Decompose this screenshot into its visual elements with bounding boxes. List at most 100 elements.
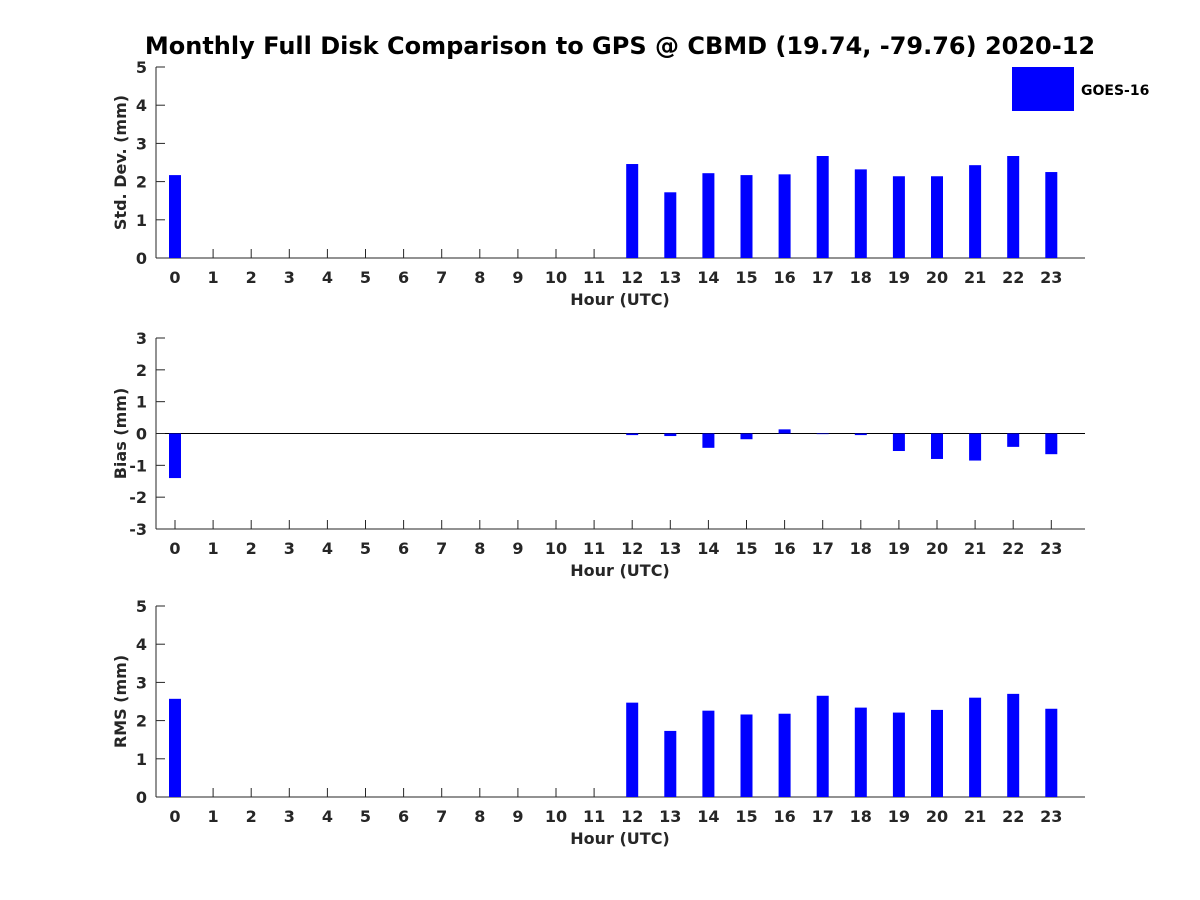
bias-x-tick-label: 3 bbox=[284, 539, 295, 558]
std-dev-x-tick-label: 11 bbox=[583, 268, 605, 287]
bias-y-tick-label: 0 bbox=[136, 425, 147, 444]
rms-x-tick-label: 11 bbox=[583, 807, 605, 826]
rms-x-tick-label: 10 bbox=[545, 807, 567, 826]
std-dev-x-tick-label: 17 bbox=[812, 268, 834, 287]
bias-bar-hour-12 bbox=[626, 433, 639, 436]
std-dev-y-axis-label: Std. Dev. (mm) bbox=[111, 95, 130, 230]
std-dev-x-tick-label: 14 bbox=[697, 268, 719, 287]
bias-x-tick-label: 16 bbox=[773, 539, 795, 558]
std-dev-y-tick-label: 0 bbox=[136, 249, 147, 268]
bias-x-tick-label: 17 bbox=[812, 539, 834, 558]
std-dev-x-tick-label: 23 bbox=[1040, 268, 1062, 287]
rms-bar-hour-19 bbox=[892, 712, 905, 797]
bias-x-tick-label: 2 bbox=[246, 539, 257, 558]
std-dev-bar-hour-0 bbox=[169, 175, 181, 258]
legend: GOES-16 bbox=[1012, 67, 1149, 111]
std-dev-x-tick-label: 16 bbox=[773, 268, 795, 287]
rms-bar-hour-23 bbox=[1045, 708, 1058, 797]
std-dev-bar-hour-23 bbox=[1045, 172, 1058, 258]
bias-x-tick-label: 23 bbox=[1040, 539, 1062, 558]
figure-title: Monthly Full Disk Comparison to GPS @ CB… bbox=[145, 32, 1095, 60]
std-dev-x-tick-label: 8 bbox=[474, 268, 485, 287]
rms-x-tick-label: 9 bbox=[512, 807, 523, 826]
bias-x-tick-label: 13 bbox=[659, 539, 681, 558]
rms-x-tick-label: 17 bbox=[812, 807, 834, 826]
rms-x-tick-label: 23 bbox=[1040, 807, 1062, 826]
bias-x-tick-label: 19 bbox=[888, 539, 910, 558]
rms-x-tick-label: 8 bbox=[474, 807, 485, 826]
bias-bar-hour-16 bbox=[778, 429, 791, 434]
std-dev-bar-hour-15 bbox=[740, 175, 753, 258]
std-dev-x-tick-label: 7 bbox=[436, 268, 447, 287]
bias-y-axis-label: Bias (mm) bbox=[111, 388, 130, 480]
bias-x-tick-label: 22 bbox=[1002, 539, 1024, 558]
std-dev-bar-hour-17 bbox=[816, 156, 829, 258]
bias-bar-hour-20 bbox=[931, 433, 943, 459]
bias-bar-hour-23 bbox=[1045, 433, 1058, 455]
legend-swatch bbox=[1012, 67, 1074, 111]
rms-y-axis-label: RMS (mm) bbox=[111, 655, 130, 748]
bias-bar-hour-13 bbox=[664, 433, 677, 437]
bias-y-tick-label: -2 bbox=[129, 488, 147, 507]
rms-x-tick-label: 7 bbox=[436, 807, 447, 826]
std-dev-x-tick-label: 12 bbox=[621, 268, 643, 287]
bias-x-tick-label: 14 bbox=[697, 539, 719, 558]
bias-y-tick-label: 2 bbox=[136, 361, 147, 380]
rms-bar-hour-13 bbox=[664, 730, 677, 797]
rms-x-tick-label: 18 bbox=[850, 807, 872, 826]
bias-bar-hour-18 bbox=[854, 433, 867, 436]
std-dev-y-tick-label: 1 bbox=[136, 211, 147, 230]
std-dev-x-axis-label: Hour (UTC) bbox=[570, 290, 670, 309]
bias-y-tick-label: 3 bbox=[136, 329, 147, 348]
rms-bar-hour-18 bbox=[854, 707, 867, 797]
rms-x-tick-label: 22 bbox=[1002, 807, 1024, 826]
bias-x-tick-label: 4 bbox=[322, 539, 333, 558]
rms-bar-hour-21 bbox=[969, 697, 982, 797]
std-dev-bar-hour-12 bbox=[626, 164, 639, 258]
std-dev-x-tick-label: 5 bbox=[360, 268, 371, 287]
bias-bar-hour-0 bbox=[169, 433, 181, 479]
std-dev-x-tick-label: 0 bbox=[169, 268, 180, 287]
std-dev-y-tick-label: 2 bbox=[136, 173, 147, 192]
rms-x-tick-label: 2 bbox=[246, 807, 257, 826]
bias-bar-hour-19 bbox=[892, 433, 905, 452]
rms-x-tick-label: 6 bbox=[398, 807, 409, 826]
bias-y-tick-label: -3 bbox=[129, 520, 147, 539]
bias-x-tick-label: 15 bbox=[735, 539, 757, 558]
rms-x-tick-label: 16 bbox=[773, 807, 795, 826]
bias-x-tick-label: 9 bbox=[512, 539, 523, 558]
std-dev-bar-hour-19 bbox=[892, 176, 905, 258]
bias-x-axis-label: Hour (UTC) bbox=[570, 561, 670, 580]
bias-x-tick-label: 20 bbox=[926, 539, 948, 558]
std-dev-y-tick-label: 3 bbox=[136, 134, 147, 153]
bias-x-tick-label: 6 bbox=[398, 539, 409, 558]
bias-x-tick-label: 7 bbox=[436, 539, 447, 558]
rms-y-tick-label: 1 bbox=[136, 750, 147, 769]
std-dev-y-tick-label: 4 bbox=[136, 96, 147, 115]
bias-y-tick-label: 1 bbox=[136, 393, 147, 412]
std-dev-bar-hour-13 bbox=[664, 192, 677, 258]
std-dev-x-tick-label: 13 bbox=[659, 268, 681, 287]
std-dev-bar-hour-21 bbox=[969, 165, 982, 258]
bias-bar-hour-17 bbox=[816, 433, 829, 435]
bias-x-tick-label: 11 bbox=[583, 539, 605, 558]
rms-bar-hour-22 bbox=[1007, 693, 1020, 797]
rms-bar-hour-20 bbox=[931, 709, 943, 797]
rms-x-tick-label: 3 bbox=[284, 807, 295, 826]
rms-x-tick-label: 14 bbox=[697, 807, 719, 826]
std-dev-bar-hour-22 bbox=[1007, 156, 1020, 258]
bias-bar-hour-14 bbox=[702, 433, 715, 448]
std-dev-x-tick-label: 19 bbox=[888, 268, 910, 287]
std-dev-x-tick-label: 2 bbox=[246, 268, 257, 287]
rms-x-tick-label: 0 bbox=[169, 807, 180, 826]
bias-bar-hour-15 bbox=[740, 433, 753, 440]
std-dev-x-tick-label: 18 bbox=[850, 268, 872, 287]
legend-label: GOES-16 bbox=[1081, 83, 1149, 99]
rms-bar-hour-16 bbox=[778, 713, 791, 797]
rms-x-tick-label: 19 bbox=[888, 807, 910, 826]
rms-y-tick-label: 0 bbox=[136, 788, 147, 807]
rms-x-tick-label: 4 bbox=[322, 807, 333, 826]
